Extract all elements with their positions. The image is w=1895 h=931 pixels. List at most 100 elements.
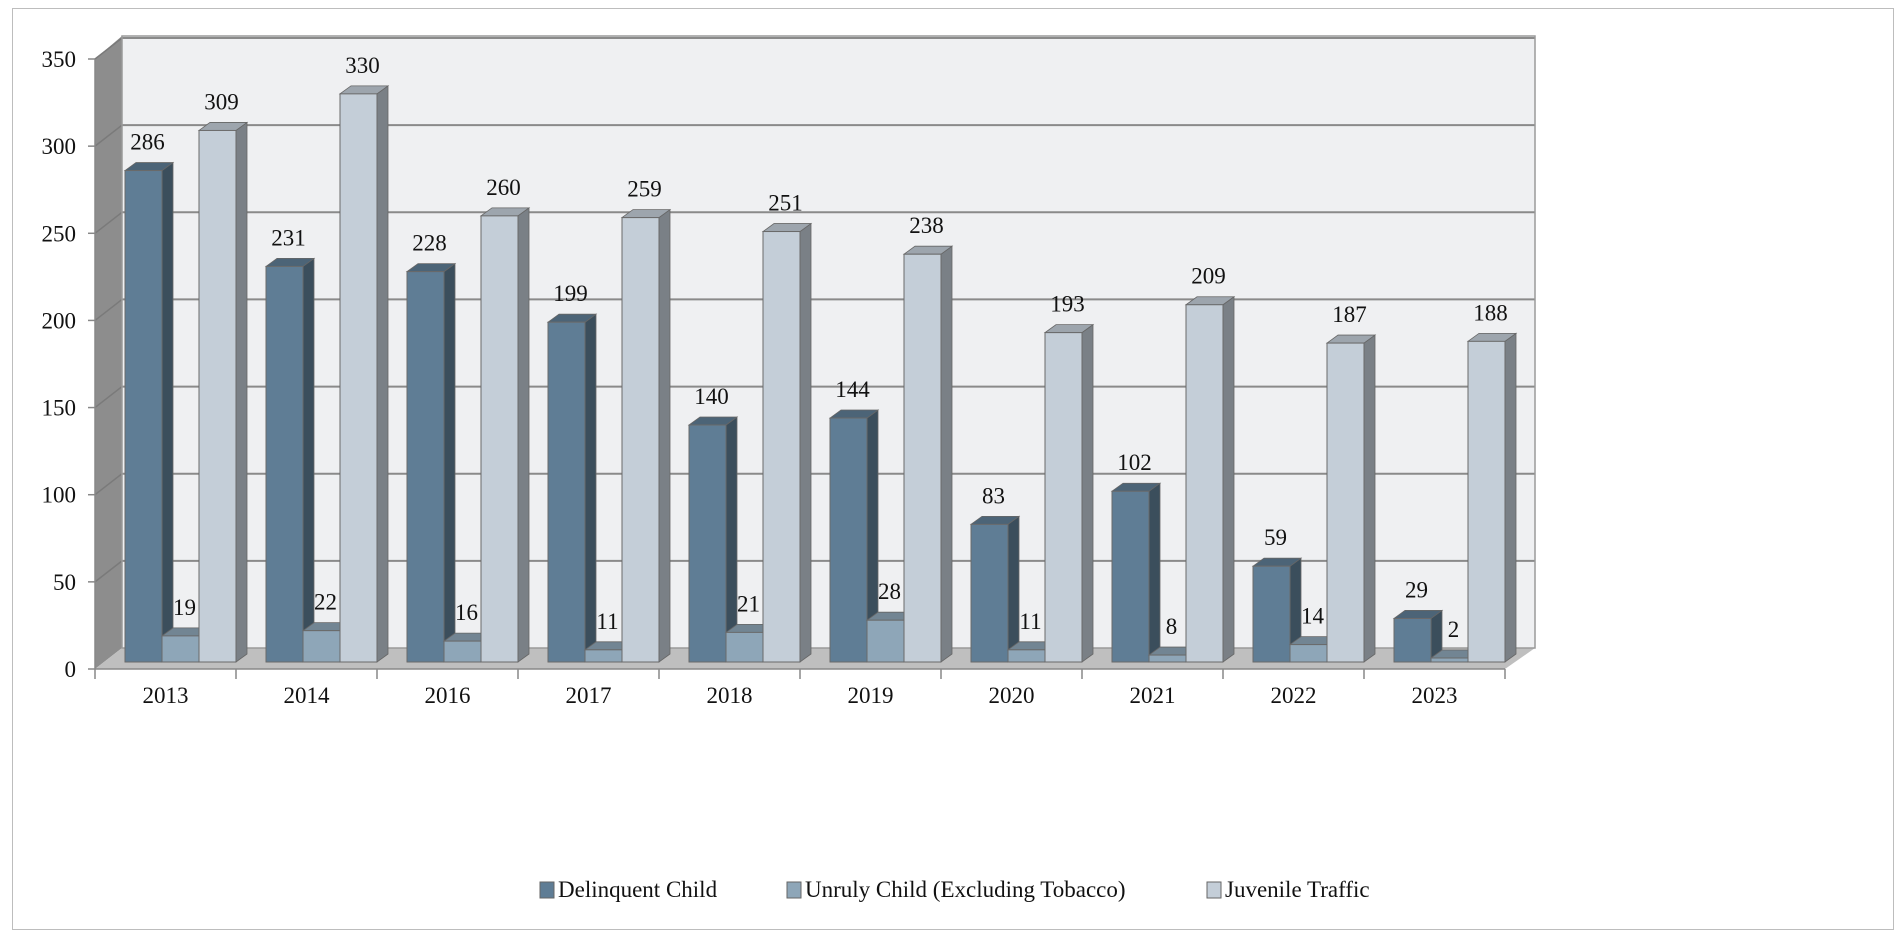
- data-label: 259: [627, 177, 662, 202]
- bar: [1289, 644, 1328, 663]
- bar: [302, 630, 341, 663]
- data-label: 209: [1191, 264, 1226, 289]
- bar: [547, 321, 586, 663]
- x-tick-label: 2023: [1412, 683, 1458, 708]
- data-label: 14: [1301, 604, 1325, 629]
- bar: [124, 170, 163, 663]
- gridline-side: [94, 385, 123, 409]
- data-label: 330: [345, 53, 380, 78]
- bar: [339, 93, 378, 663]
- bar-side: [302, 257, 315, 663]
- x-tick-label: 2018: [707, 683, 753, 708]
- bar-side: [517, 207, 530, 663]
- bar: [725, 631, 764, 663]
- bar: [480, 215, 519, 663]
- bar: [762, 231, 801, 663]
- data-label: 2: [1448, 617, 1460, 642]
- back-wall-border: [121, 35, 1536, 649]
- data-label: 140: [694, 384, 729, 409]
- bar: [621, 217, 660, 663]
- bar: [1044, 332, 1083, 663]
- bar: [1111, 490, 1150, 663]
- bar-side: [658, 208, 671, 663]
- bar-side: [799, 222, 812, 663]
- data-label: 286: [130, 130, 165, 155]
- y-tick-label: 200: [42, 308, 77, 333]
- gridline-side: [94, 37, 123, 60]
- legend-swatch: [539, 881, 555, 899]
- gridline-side: [94, 211, 123, 234]
- x-tick-label: 2016: [425, 683, 471, 708]
- x-tick-label: 2020: [989, 683, 1035, 708]
- gridline-side: [94, 298, 123, 322]
- bar: [161, 635, 200, 663]
- data-label: 59: [1264, 525, 1287, 550]
- bar: [688, 424, 727, 663]
- bar-side: [584, 313, 597, 663]
- legend-label: Delinquent Child: [558, 877, 718, 902]
- bar-side: [1504, 332, 1517, 663]
- bar: [198, 129, 237, 663]
- x-tick-label: 2022: [1271, 683, 1317, 708]
- x-tick-label: 2021: [1130, 683, 1176, 708]
- bar: [1326, 342, 1365, 663]
- data-label: 228: [412, 231, 447, 256]
- data-label: 21: [737, 591, 760, 616]
- y-tick-label: 250: [42, 221, 77, 246]
- bar-side: [376, 85, 389, 663]
- data-label: 16: [455, 600, 478, 625]
- bar: [1467, 340, 1506, 663]
- bar-side: [1148, 482, 1161, 663]
- y-tick-label: 150: [42, 396, 77, 421]
- bar: [829, 417, 868, 663]
- y-tick-label: 0: [65, 657, 77, 682]
- gridline-side: [94, 473, 123, 496]
- bar-side: [1007, 515, 1020, 663]
- y-tick-label: 100: [42, 483, 77, 508]
- bar-side: [1081, 323, 1094, 663]
- bar: [1007, 649, 1046, 663]
- bar: [406, 271, 445, 663]
- bar: [1252, 565, 1291, 663]
- bar: [265, 265, 304, 663]
- y-tick-label: 50: [53, 570, 76, 595]
- data-label: 8: [1166, 614, 1178, 639]
- legend-swatch: [786, 881, 802, 899]
- bar-side: [161, 161, 174, 663]
- data-label: 193: [1050, 292, 1085, 317]
- x-tick-label: 2019: [848, 683, 894, 708]
- legend-swatch: [1206, 881, 1222, 899]
- x-tick-label: 2013: [143, 683, 189, 708]
- bar: [903, 253, 942, 663]
- legend-label: Juvenile Traffic: [1225, 877, 1370, 902]
- bar: [1393, 617, 1432, 663]
- data-label: 309: [204, 89, 239, 114]
- data-label: 19: [173, 595, 196, 620]
- bar: [866, 619, 905, 663]
- y-tick-label: 300: [42, 134, 77, 159]
- x-tick-label: 2014: [284, 683, 331, 708]
- legend-label: Unruly Child (Excluding Tobacco): [805, 877, 1126, 902]
- bar-side: [1363, 334, 1376, 663]
- data-label: 238: [909, 213, 944, 238]
- bar-side: [235, 121, 248, 663]
- data-label: 22: [314, 590, 337, 615]
- data-label: 260: [486, 175, 521, 200]
- y-tick-label: 350: [42, 47, 77, 72]
- bar: [443, 640, 482, 663]
- gridline-side: [94, 560, 123, 583]
- back-wall: [122, 36, 1535, 648]
- data-label: 187: [1332, 302, 1367, 327]
- data-label: 11: [596, 609, 618, 634]
- data-label: 231: [271, 225, 306, 250]
- bar-side: [443, 262, 456, 663]
- data-label: 83: [982, 483, 1005, 508]
- bar: [584, 649, 623, 663]
- data-label: 102: [1117, 450, 1152, 475]
- data-label: 28: [878, 579, 901, 604]
- side-wall: [95, 36, 122, 669]
- gridline-side: [94, 124, 123, 147]
- data-label: 29: [1405, 577, 1428, 602]
- bar: [1430, 657, 1469, 663]
- bar-side: [940, 245, 953, 663]
